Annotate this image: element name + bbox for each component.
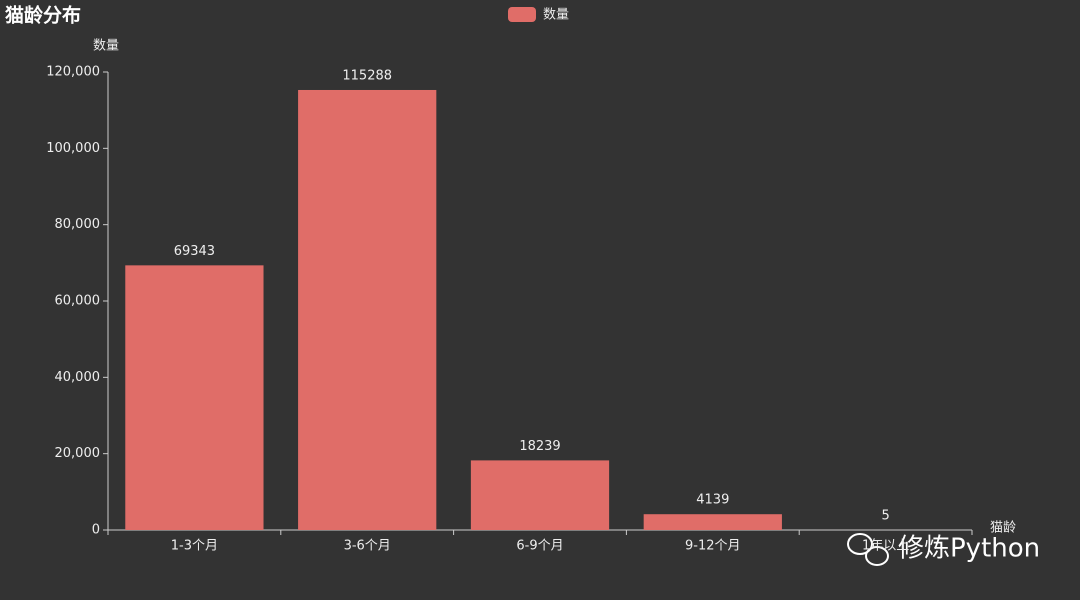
x-tick-label: 3-6个月 [344,539,391,554]
watermark-text: 修炼Python [898,534,1040,564]
y-tick-label: 120,000 [46,65,100,80]
legend-swatch [508,7,536,22]
watermark: 修炼Python [847,533,1040,566]
x-tick-label: 9-12个月 [685,539,741,554]
chart-title: 猫龄分布 [5,4,81,27]
bar [470,460,610,530]
y-tick-label: 0 [92,523,100,538]
watermark-icon [847,533,873,555]
value-label: 5 [881,508,889,523]
y-tick-label: 40,000 [55,370,101,385]
y-axis-label: 数量 [93,39,119,54]
value-label: 18239 [519,439,560,454]
value-label: 69343 [174,244,215,259]
y-tick-label: 60,000 [55,294,101,309]
bar [643,514,782,530]
y-tick-label: 100,000 [46,141,100,156]
bar [125,265,264,530]
y-tick-label: 80,000 [55,217,101,232]
bar [298,89,437,530]
value-label: 4139 [696,493,729,508]
y-tick-label: 20,000 [55,446,101,461]
value-label: 115288 [342,68,392,83]
legend-label: 数量 [543,8,569,23]
x-tick-label: 1-3个月 [171,539,218,554]
x-axis-label: 猫龄 [990,521,1016,536]
x-tick-label: 1年以上 [862,539,909,554]
x-tick-label: 6-9个月 [516,539,563,554]
watermark-icon [865,546,889,566]
